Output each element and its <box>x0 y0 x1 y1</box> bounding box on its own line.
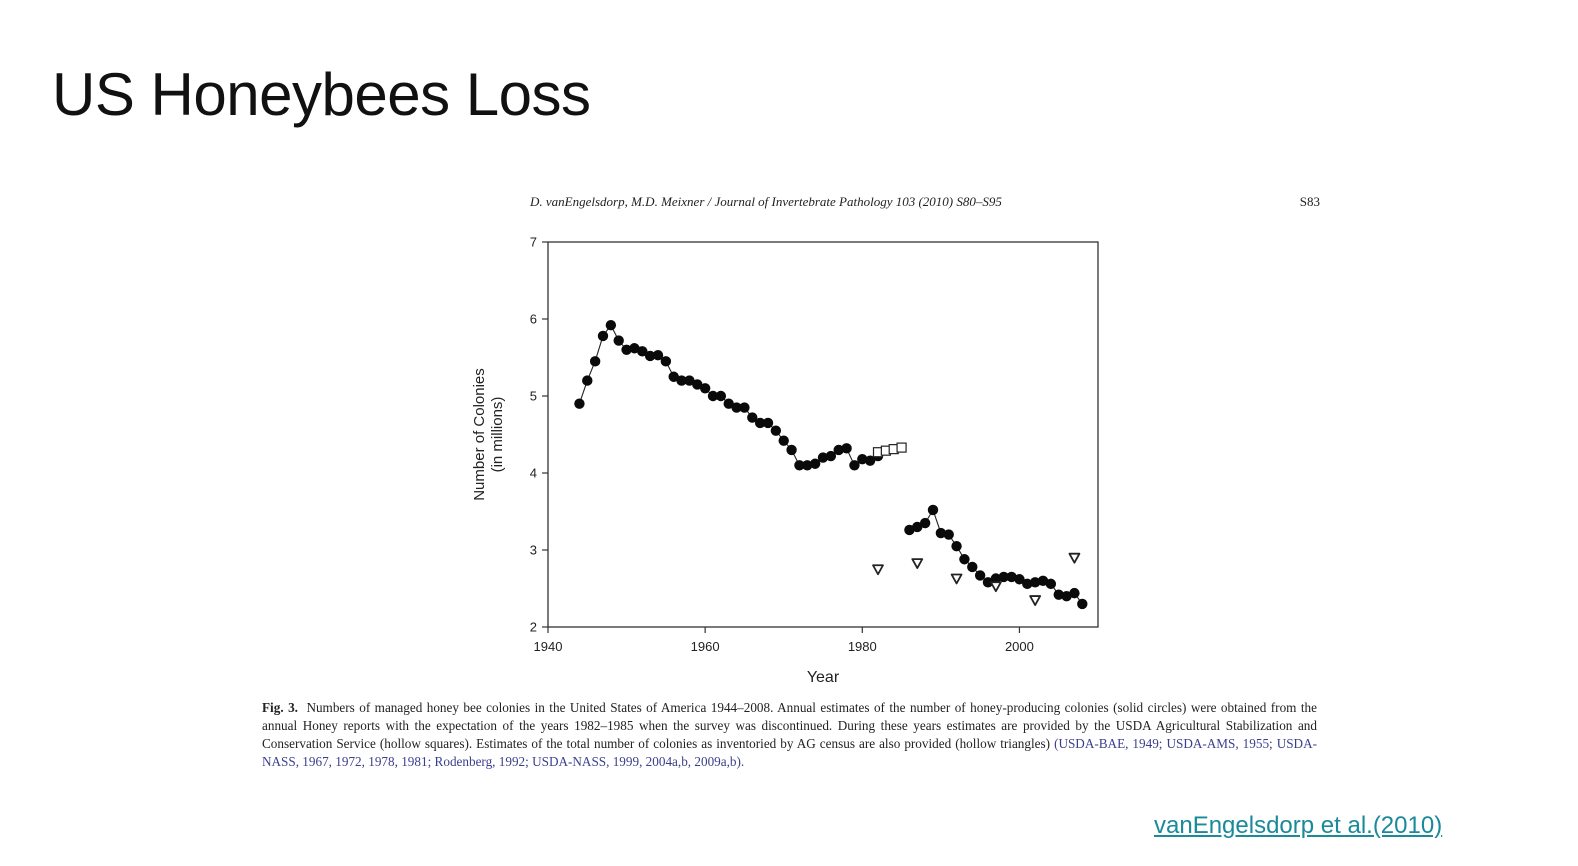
honey-colony-point <box>605 319 617 331</box>
honey-colony-point <box>990 573 1002 584</box>
honey-colony-point <box>692 379 703 390</box>
x-axis-label: Year <box>807 669 840 686</box>
figure-caption: Fig. 3. Numbers of managed honey bee col… <box>262 699 1317 771</box>
honey-colony-point <box>794 460 805 471</box>
honey-colony-point <box>574 398 585 409</box>
honey-colony-point <box>762 417 774 429</box>
honey-colony-point <box>841 443 852 454</box>
colonies-chart: 2 3 4 5 6 7 1940 1960 1980 2000 Year Number of Colo… <box>471 235 1099 686</box>
honey-colony-point <box>959 554 970 565</box>
honey-colony-point <box>1061 591 1072 602</box>
honey-colony-point <box>864 455 876 466</box>
x-tick-label: 1960 <box>691 639 720 654</box>
honey-colony-point <box>1045 578 1057 590</box>
honey-colony-point <box>637 346 648 357</box>
journal-header: D. vanEngelsdorp, M.D. Meixner / Journal… <box>530 194 1002 209</box>
x-tick-label: 1980 <box>848 639 877 654</box>
caption-references: (USDA-BAE, 1949; USDA-AMS, 1955; USDA-NA… <box>262 736 1317 769</box>
census-estimate-point <box>1068 552 1081 564</box>
honey-colony-point <box>833 444 844 456</box>
honey-colony-point <box>676 375 687 386</box>
y-axis-sublabel: (in millions) <box>489 397 506 473</box>
census-estimate-point <box>989 581 1002 593</box>
honey-colony-point <box>582 375 593 386</box>
honey-colony-point <box>754 417 766 429</box>
honey-colony-point <box>660 356 672 367</box>
y-tick-label: 5 <box>530 389 537 404</box>
honey-colony-point <box>919 517 931 529</box>
honey-colony-point <box>1022 578 1033 590</box>
source-link[interactable]: vanEngelsdorp et al.(2010) <box>1154 812 1443 839</box>
slide-title: US Honeybees Loss <box>52 61 591 128</box>
honey-colony-point <box>825 450 837 462</box>
honey-colony-point <box>817 452 829 463</box>
plot-frame <box>547 241 1099 628</box>
honey-colony-point <box>967 561 978 573</box>
honey-colony-point <box>982 577 994 588</box>
honey-colony-point <box>912 521 923 533</box>
honey-colony-point <box>943 529 954 540</box>
honey-colony-point <box>1069 587 1080 599</box>
honey-colony-point <box>951 540 962 552</box>
honey-colony-point <box>739 402 750 413</box>
honey-colony-point <box>747 412 758 423</box>
honey-colony-point <box>707 390 719 402</box>
honey-colony-point <box>904 524 915 536</box>
honey-colony-point <box>597 330 609 342</box>
honey-colony-point <box>731 402 742 413</box>
honey-colony-point <box>857 453 868 465</box>
caption-label: Fig. 3. <box>262 700 298 715</box>
honey-colony-point <box>652 349 664 361</box>
honey-colony-point <box>1006 571 1017 583</box>
figure: D. vanEngelsdorp, M.D. Meixner / Journal… <box>256 180 1336 780</box>
y-tick-label: 2 <box>530 620 537 635</box>
honey-colony-point <box>809 458 821 469</box>
honey-colony-point <box>613 335 624 346</box>
honey-colony-point <box>621 344 632 355</box>
honey-colony-point <box>778 435 789 446</box>
honey-colony-point <box>1053 589 1064 600</box>
census-estimate-point <box>950 573 963 585</box>
honey-colony-point <box>723 398 734 409</box>
honey-colony-point <box>1014 574 1025 585</box>
honey-colony-point <box>699 383 711 394</box>
honey-colony-point <box>668 371 679 382</box>
honey-colony-point <box>715 390 727 402</box>
census-estimate-point <box>911 558 924 569</box>
y-tick-label: 3 <box>530 543 537 558</box>
honey-colony-point <box>849 460 860 471</box>
honey-colony-point <box>802 460 813 471</box>
honey-colony-point <box>1077 598 1088 610</box>
x-tick-label: 2000 <box>1005 639 1034 654</box>
y-axis-label: Number of Colonies <box>471 368 488 501</box>
honey-colony-point <box>927 504 939 516</box>
census-estimate-point <box>872 564 884 576</box>
y-tick-label: 4 <box>530 466 537 481</box>
honey-colony-point <box>998 571 1009 583</box>
honey-colony-point <box>644 350 656 362</box>
honey-colony-point <box>589 356 601 367</box>
honey-colony-point <box>684 375 695 386</box>
honey-colony-point <box>935 527 947 539</box>
y-tick-label: 6 <box>530 312 537 327</box>
y-tick-label: 7 <box>530 235 537 250</box>
page-number: S83 <box>1299 194 1320 209</box>
x-tick-label: 1940 <box>534 639 563 654</box>
honey-colony-point <box>786 444 797 456</box>
honey-colony-point <box>770 425 782 436</box>
census-estimate-point <box>1029 595 1042 606</box>
caption-text: Numbers of managed honey bee colonies in… <box>262 700 1317 751</box>
honey-colony-point <box>974 570 986 581</box>
honey-colony-point <box>1037 575 1049 586</box>
honey-colony-point <box>1029 577 1041 588</box>
honey-colony-point <box>629 343 640 354</box>
ascs-estimate-point <box>896 442 907 453</box>
